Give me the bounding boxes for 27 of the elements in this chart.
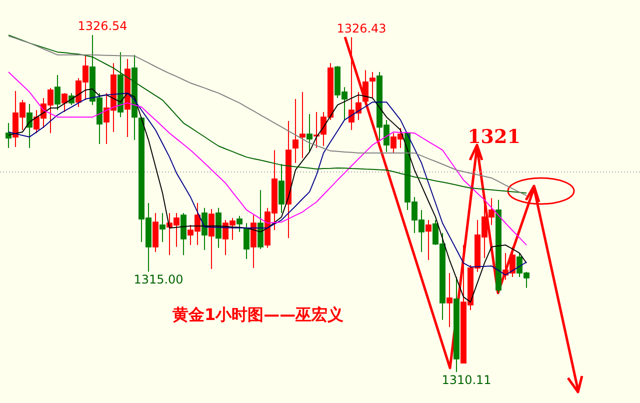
candlestick [250, 214, 256, 269]
candlestick [54, 74, 60, 111]
candlestick [160, 212, 166, 242]
candlestick [6, 122, 12, 149]
candlestick [180, 212, 186, 256]
candlestick [244, 222, 250, 260]
candlestick [426, 220, 432, 261]
text: 1315.00 [134, 272, 184, 287]
text: 1310.11 [442, 373, 492, 387]
candlestick [370, 71, 376, 99]
candlestick [314, 111, 320, 149]
candlestick [202, 207, 208, 250]
candlestick [236, 215, 242, 232]
candlestick [292, 98, 298, 164]
text: 黄金1小时图——巫宏义 [171, 305, 344, 324]
candlestick [258, 190, 264, 250]
candlestick [62, 92, 68, 112]
annotation: 1321 [468, 126, 520, 148]
candlestick [446, 272, 452, 328]
candlestick [208, 208, 214, 270]
candlestick [278, 164, 284, 214]
text: 1326.54 [78, 19, 128, 34]
candlestick [362, 70, 368, 106]
candlestick [300, 92, 306, 159]
text: 1326.43 [336, 21, 386, 36]
candlestick [26, 103, 32, 149]
candlestick [306, 114, 312, 152]
